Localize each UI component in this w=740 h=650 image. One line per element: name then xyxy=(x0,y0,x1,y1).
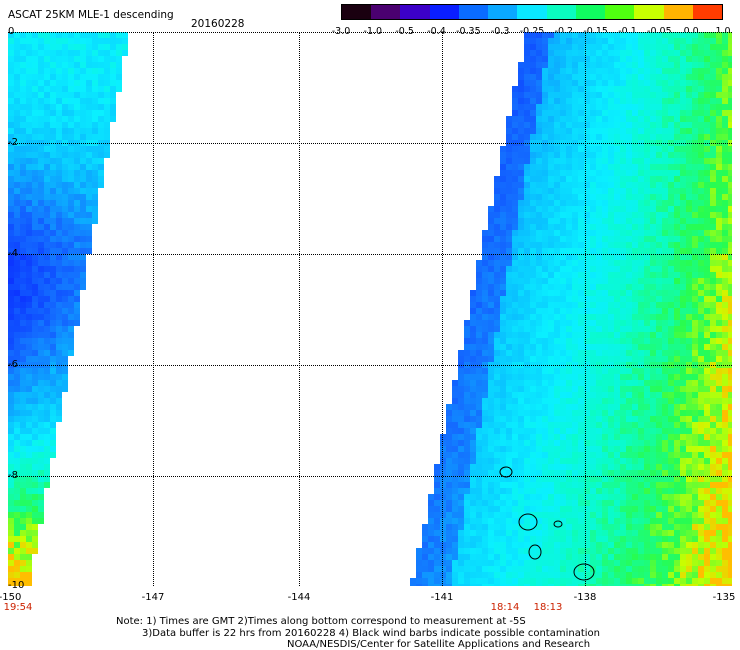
colorbar-tick-label: -3.0 xyxy=(331,26,351,37)
island-outline xyxy=(518,513,538,531)
colorbar-segment xyxy=(692,5,723,19)
colorbar-tick-label: 1.0 xyxy=(715,26,731,37)
island-outline xyxy=(528,544,542,560)
swath-layer xyxy=(8,32,732,586)
latitude-gridline xyxy=(8,476,732,477)
map-date: 20160228 xyxy=(191,18,245,30)
time-label-left: 19:54 xyxy=(3,602,33,613)
colorbar-tick-label: -0.5 xyxy=(395,26,414,37)
colorbar-tick-label: -0.4 xyxy=(427,26,446,37)
colorbar-tick-label: -0.35 xyxy=(456,26,481,37)
colorbar-segment xyxy=(517,5,547,19)
colorbar-tick-label: -0.05 xyxy=(647,26,672,37)
colorbar-tick-label: 0.0 xyxy=(683,26,699,37)
note-line-2: 3)Data buffer is 22 hrs from 20160228 4)… xyxy=(142,628,600,639)
colorbar-segment xyxy=(605,5,635,19)
map-title: ASCAT 25KM MLE-1 descending xyxy=(8,9,174,21)
colorbar-segment xyxy=(488,5,518,19)
colorbar-tick-label: -1.0 xyxy=(363,26,383,37)
time-label-mid: 18:14 xyxy=(490,602,520,613)
island-outline xyxy=(553,520,563,528)
colorbar-segment xyxy=(634,5,664,19)
colorbar-segment xyxy=(546,5,576,19)
longitude-gridline xyxy=(153,32,154,586)
lat-label-minus10: -10 xyxy=(8,580,25,591)
latitude-gridline xyxy=(8,143,732,144)
lat-label-minus4: -4 xyxy=(8,248,18,259)
lon-label-minus138: -138 xyxy=(573,592,597,603)
colorbar-tick-label: -0.2 xyxy=(554,26,574,37)
longitude-gridline xyxy=(585,32,586,586)
colorbar-tick-label: -0.15 xyxy=(583,26,608,37)
colorbar xyxy=(341,4,723,20)
colorbar-tick-label: -0.1 xyxy=(618,26,637,37)
lon-label-minus141: -141 xyxy=(430,592,454,603)
lon-label-minus135: -135 xyxy=(712,592,736,603)
colorbar-segment xyxy=(371,5,401,19)
latitude-gridline xyxy=(8,365,732,366)
lat-label-minus8: -8 xyxy=(8,470,18,481)
lat-label-minus6: -6 xyxy=(8,359,18,370)
colorbar-segment xyxy=(575,5,606,19)
colorbar-segment xyxy=(429,5,459,19)
lon-label-minus144: -144 xyxy=(287,592,311,603)
lon-label-minus150: -150 xyxy=(0,592,22,603)
colorbar-segment xyxy=(458,5,489,19)
swath-cells xyxy=(8,32,732,586)
colorbar-tick-label: -0.3 xyxy=(490,26,510,37)
colorbar-tick-label: -0.25 xyxy=(519,26,545,37)
note-line-3: NOAA/NESDIS/Center for Satellite Applica… xyxy=(287,639,591,650)
lon-label-minus147: -147 xyxy=(141,592,165,603)
lat-label-minus2: -2 xyxy=(8,137,18,148)
colorbar-segment xyxy=(400,5,430,19)
longitude-gridline xyxy=(299,32,300,586)
colorbar-segment xyxy=(663,5,693,19)
latitude-gridline xyxy=(8,254,732,255)
island-outline xyxy=(573,563,595,581)
island-outline xyxy=(499,466,513,478)
lat-label-0: 0 xyxy=(8,26,15,37)
map-area xyxy=(8,32,732,586)
time-label-right: 18:13 xyxy=(533,602,563,613)
latitude-gridline xyxy=(8,32,732,33)
longitude-gridline xyxy=(442,32,443,586)
colorbar-segment xyxy=(342,5,372,19)
note-line-1: Note: 1) Times are GMT 2)Times along bot… xyxy=(116,616,526,627)
